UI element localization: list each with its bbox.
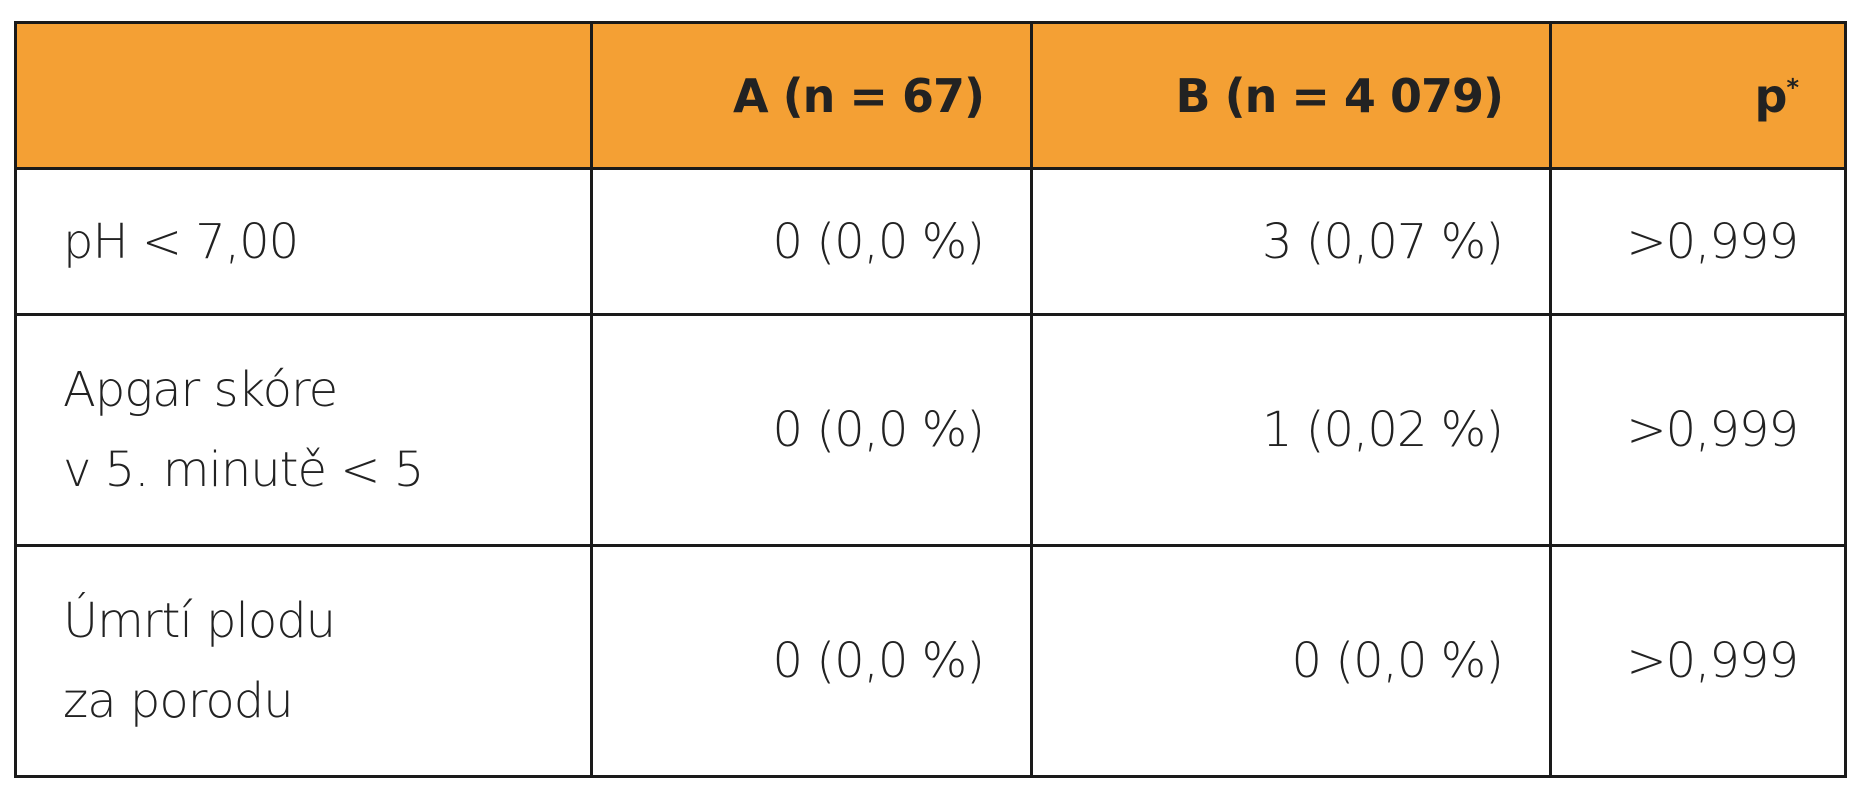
cell: 3 (0,07 %): [1030, 167, 1552, 316]
cell: >0,999: [1549, 167, 1847, 316]
header-cell: A (n = 67): [590, 21, 1033, 170]
data-row: Úmrtí plodu za porodu 0 (0,0 %) 0 (0,0 %) >…: [14, 544, 1847, 778]
row-label: Úmrtí plodu za porodu: [14, 544, 593, 778]
footnote-mark: *: [1786, 73, 1799, 102]
results-table: A (n = 67) B (n = 4 079) p* pH < 7,00 0 (…: [14, 21, 1847, 778]
header-cell: p*: [1549, 21, 1847, 170]
header-text: p: [1754, 68, 1788, 123]
header-row: A (n = 67) B (n = 4 079) p*: [14, 21, 1847, 170]
cell: 1 (0,02 %): [1030, 313, 1552, 547]
header-cell: B (n = 4 079): [1030, 21, 1552, 170]
cell: 0 (0,0 %): [590, 313, 1033, 547]
row-label: Apgar skóre v 5. minutě < 5: [14, 313, 593, 547]
data-row: pH < 7,00 0 (0,0 %) 3 (0,07 %) >0,999: [14, 167, 1847, 316]
cell: >0,999: [1549, 313, 1847, 547]
cell: >0,999: [1549, 544, 1847, 778]
cell: 0 (0,0 %): [590, 544, 1033, 778]
cell: 0 (0,0 %): [590, 167, 1033, 316]
header-cell: [14, 21, 593, 170]
cell: 0 (0,0 %): [1030, 544, 1552, 778]
row-label: pH < 7,00: [14, 167, 593, 316]
